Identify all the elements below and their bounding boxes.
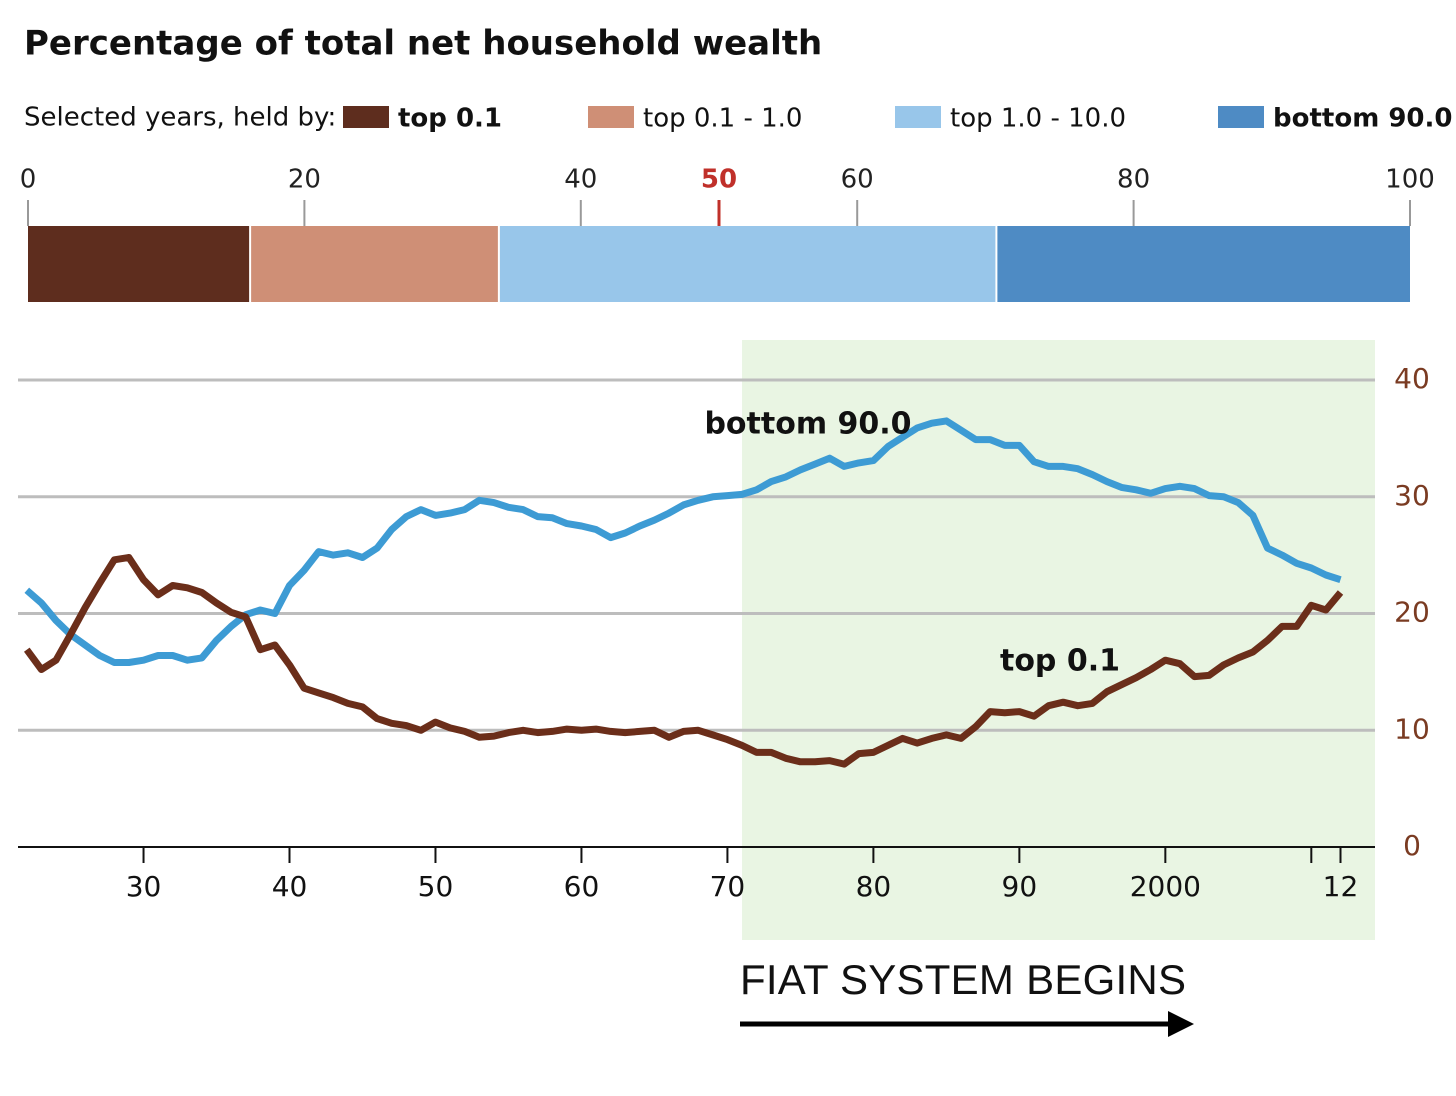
legend-label: top 0.1 - 1.0	[643, 104, 802, 134]
annotation-arrowhead	[1168, 1011, 1194, 1037]
bar-segment	[499, 226, 996, 302]
x-tick-label: 12	[1323, 870, 1359, 903]
annotation: FIAT SYSTEM BEGINS	[740, 956, 1186, 1003]
legend-label: bottom 90.0	[1273, 104, 1453, 134]
x-tick-label: 70	[710, 870, 746, 903]
legend-swatch	[1218, 106, 1264, 128]
x-tick-label: 2000	[1130, 870, 1201, 903]
bar-segment	[28, 226, 250, 302]
x-tick-label: 60	[564, 870, 600, 903]
line-series	[23, 554, 1344, 768]
y-tick-label: 10	[1394, 712, 1430, 745]
legend-label: top 0.1	[398, 104, 502, 134]
chart-title: Percentage of total net household wealth	[24, 24, 822, 64]
legend-swatch	[588, 106, 634, 128]
x-tick-label: 40	[564, 165, 597, 195]
x-tick-label: 30	[126, 870, 162, 903]
x-tick-label: 100	[1385, 165, 1435, 195]
x-tick-label: 80	[856, 870, 892, 903]
line-label: top 0.1	[1000, 644, 1120, 679]
x-tick-label: 80	[1117, 165, 1150, 195]
line-label: bottom 90.0	[704, 407, 911, 442]
y-tick-label: 30	[1394, 479, 1430, 512]
x-tick-label: 20	[288, 165, 321, 195]
x-tick-label: 40	[272, 870, 308, 903]
legend-heading: Selected years, held by:	[24, 103, 336, 133]
y-tick-label: 0	[1403, 829, 1421, 862]
y-tick-label: 40	[1394, 362, 1430, 395]
bar-segment	[997, 226, 1410, 302]
x-tick-label: 50	[418, 870, 454, 903]
x-tick-label: 90	[1002, 870, 1038, 903]
y-tick-label: 20	[1394, 596, 1430, 629]
x-tick-label: 60	[841, 165, 874, 195]
x-tick-label: 0	[20, 165, 37, 195]
legend-swatch	[895, 106, 941, 128]
legend-swatch	[343, 106, 389, 128]
x-tick-label: 50	[701, 165, 737, 195]
legend-label: top 1.0 - 10.0	[950, 104, 1126, 134]
bar-segment	[251, 226, 498, 302]
